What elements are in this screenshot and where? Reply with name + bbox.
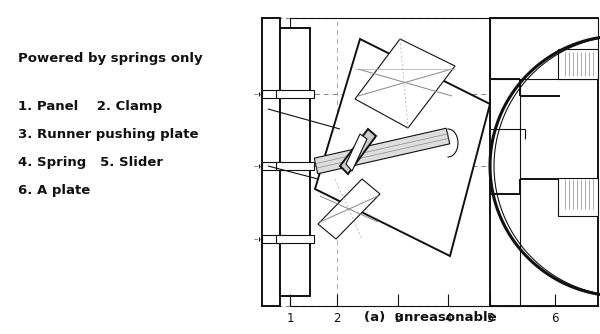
Bar: [490, 18, 598, 79]
Polygon shape: [314, 128, 450, 174]
Bar: [262, 235, 284, 243]
Bar: [490, 18, 598, 306]
Text: 6: 6: [551, 312, 559, 325]
Bar: [276, 235, 314, 243]
Polygon shape: [346, 134, 367, 171]
Text: 1. Panel    2. Clamp: 1. Panel 2. Clamp: [18, 100, 162, 113]
Text: 6. A plate: 6. A plate: [18, 184, 90, 197]
Bar: [558, 49, 598, 79]
Bar: [262, 90, 284, 98]
Text: 2: 2: [333, 312, 341, 325]
Text: 5: 5: [487, 312, 494, 325]
Text: 1: 1: [286, 312, 294, 325]
Text: 3. Runner pushing plate: 3. Runner pushing plate: [18, 128, 199, 141]
Bar: [276, 162, 314, 170]
Text: (a)  unreasonable: (a) unreasonable: [364, 311, 496, 324]
Text: 4. Spring   5. Slider: 4. Spring 5. Slider: [18, 156, 163, 169]
Bar: [262, 162, 284, 170]
Bar: [280, 28, 310, 296]
Text: 4: 4: [444, 312, 452, 325]
Text: Powered by springs only: Powered by springs only: [18, 52, 203, 65]
Polygon shape: [355, 39, 455, 128]
Polygon shape: [318, 179, 380, 239]
Bar: [558, 178, 598, 216]
Polygon shape: [315, 39, 490, 256]
Bar: [262, 18, 280, 306]
Text: 3: 3: [394, 312, 401, 325]
Polygon shape: [340, 129, 376, 174]
Bar: [276, 90, 314, 98]
